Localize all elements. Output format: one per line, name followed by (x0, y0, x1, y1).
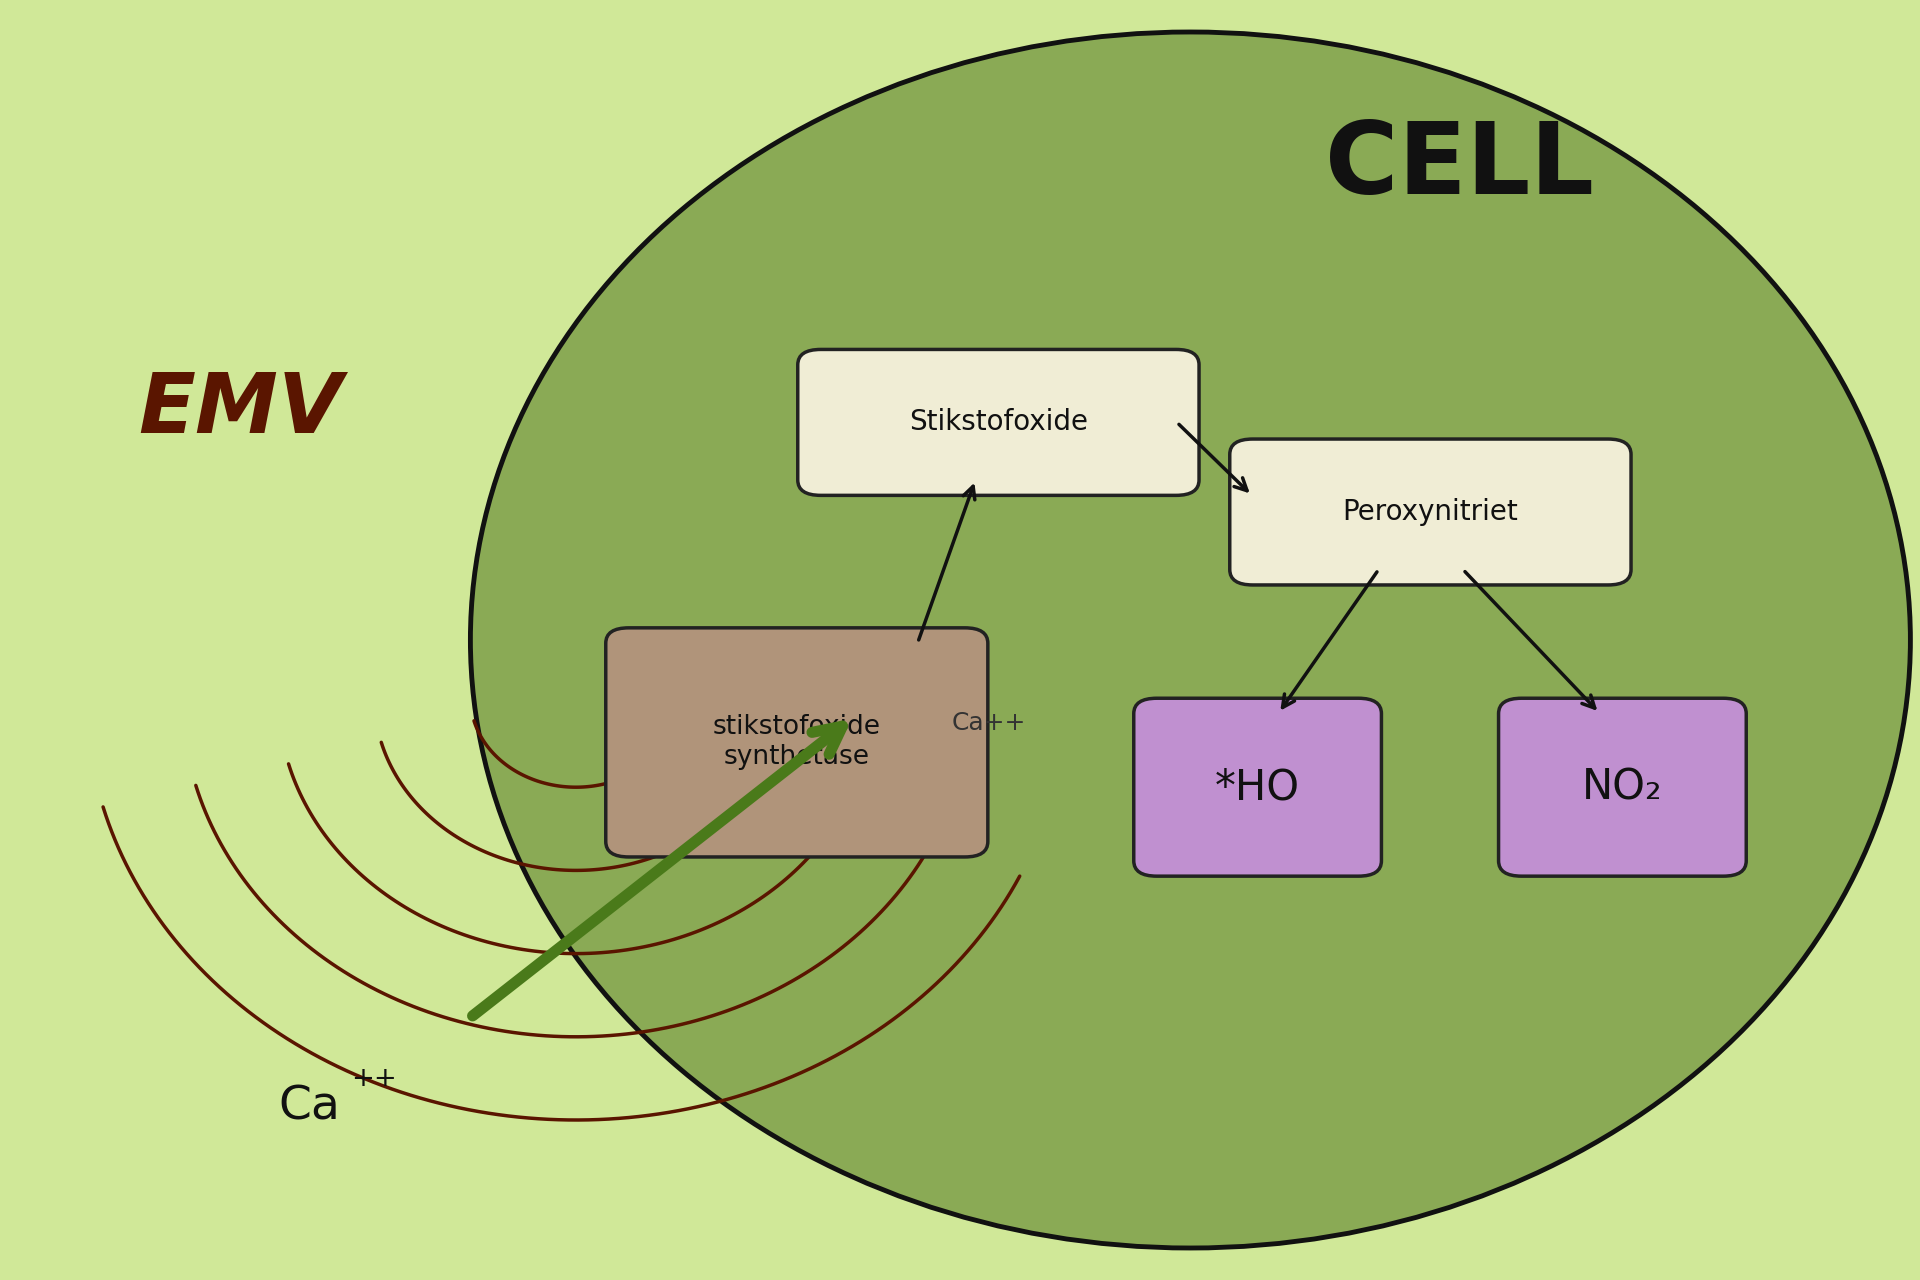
FancyBboxPatch shape (607, 628, 987, 858)
Text: *HO: *HO (1215, 767, 1300, 808)
Text: Stikstofoxide: Stikstofoxide (908, 408, 1089, 436)
FancyBboxPatch shape (799, 349, 1198, 495)
Text: Ca++: Ca++ (952, 712, 1025, 735)
FancyBboxPatch shape (1133, 699, 1382, 876)
FancyBboxPatch shape (1229, 439, 1630, 585)
FancyBboxPatch shape (1498, 699, 1747, 876)
Text: ++: ++ (351, 1066, 397, 1092)
Text: Peroxynitriet: Peroxynitriet (1342, 498, 1519, 526)
Ellipse shape (470, 32, 1910, 1248)
Text: Ca: Ca (278, 1084, 340, 1130)
Text: stikstofoxide
synthetase: stikstofoxide synthetase (712, 714, 881, 771)
Text: NO₂: NO₂ (1582, 767, 1663, 808)
Text: EMV: EMV (138, 369, 342, 451)
Text: CELL: CELL (1325, 118, 1594, 215)
